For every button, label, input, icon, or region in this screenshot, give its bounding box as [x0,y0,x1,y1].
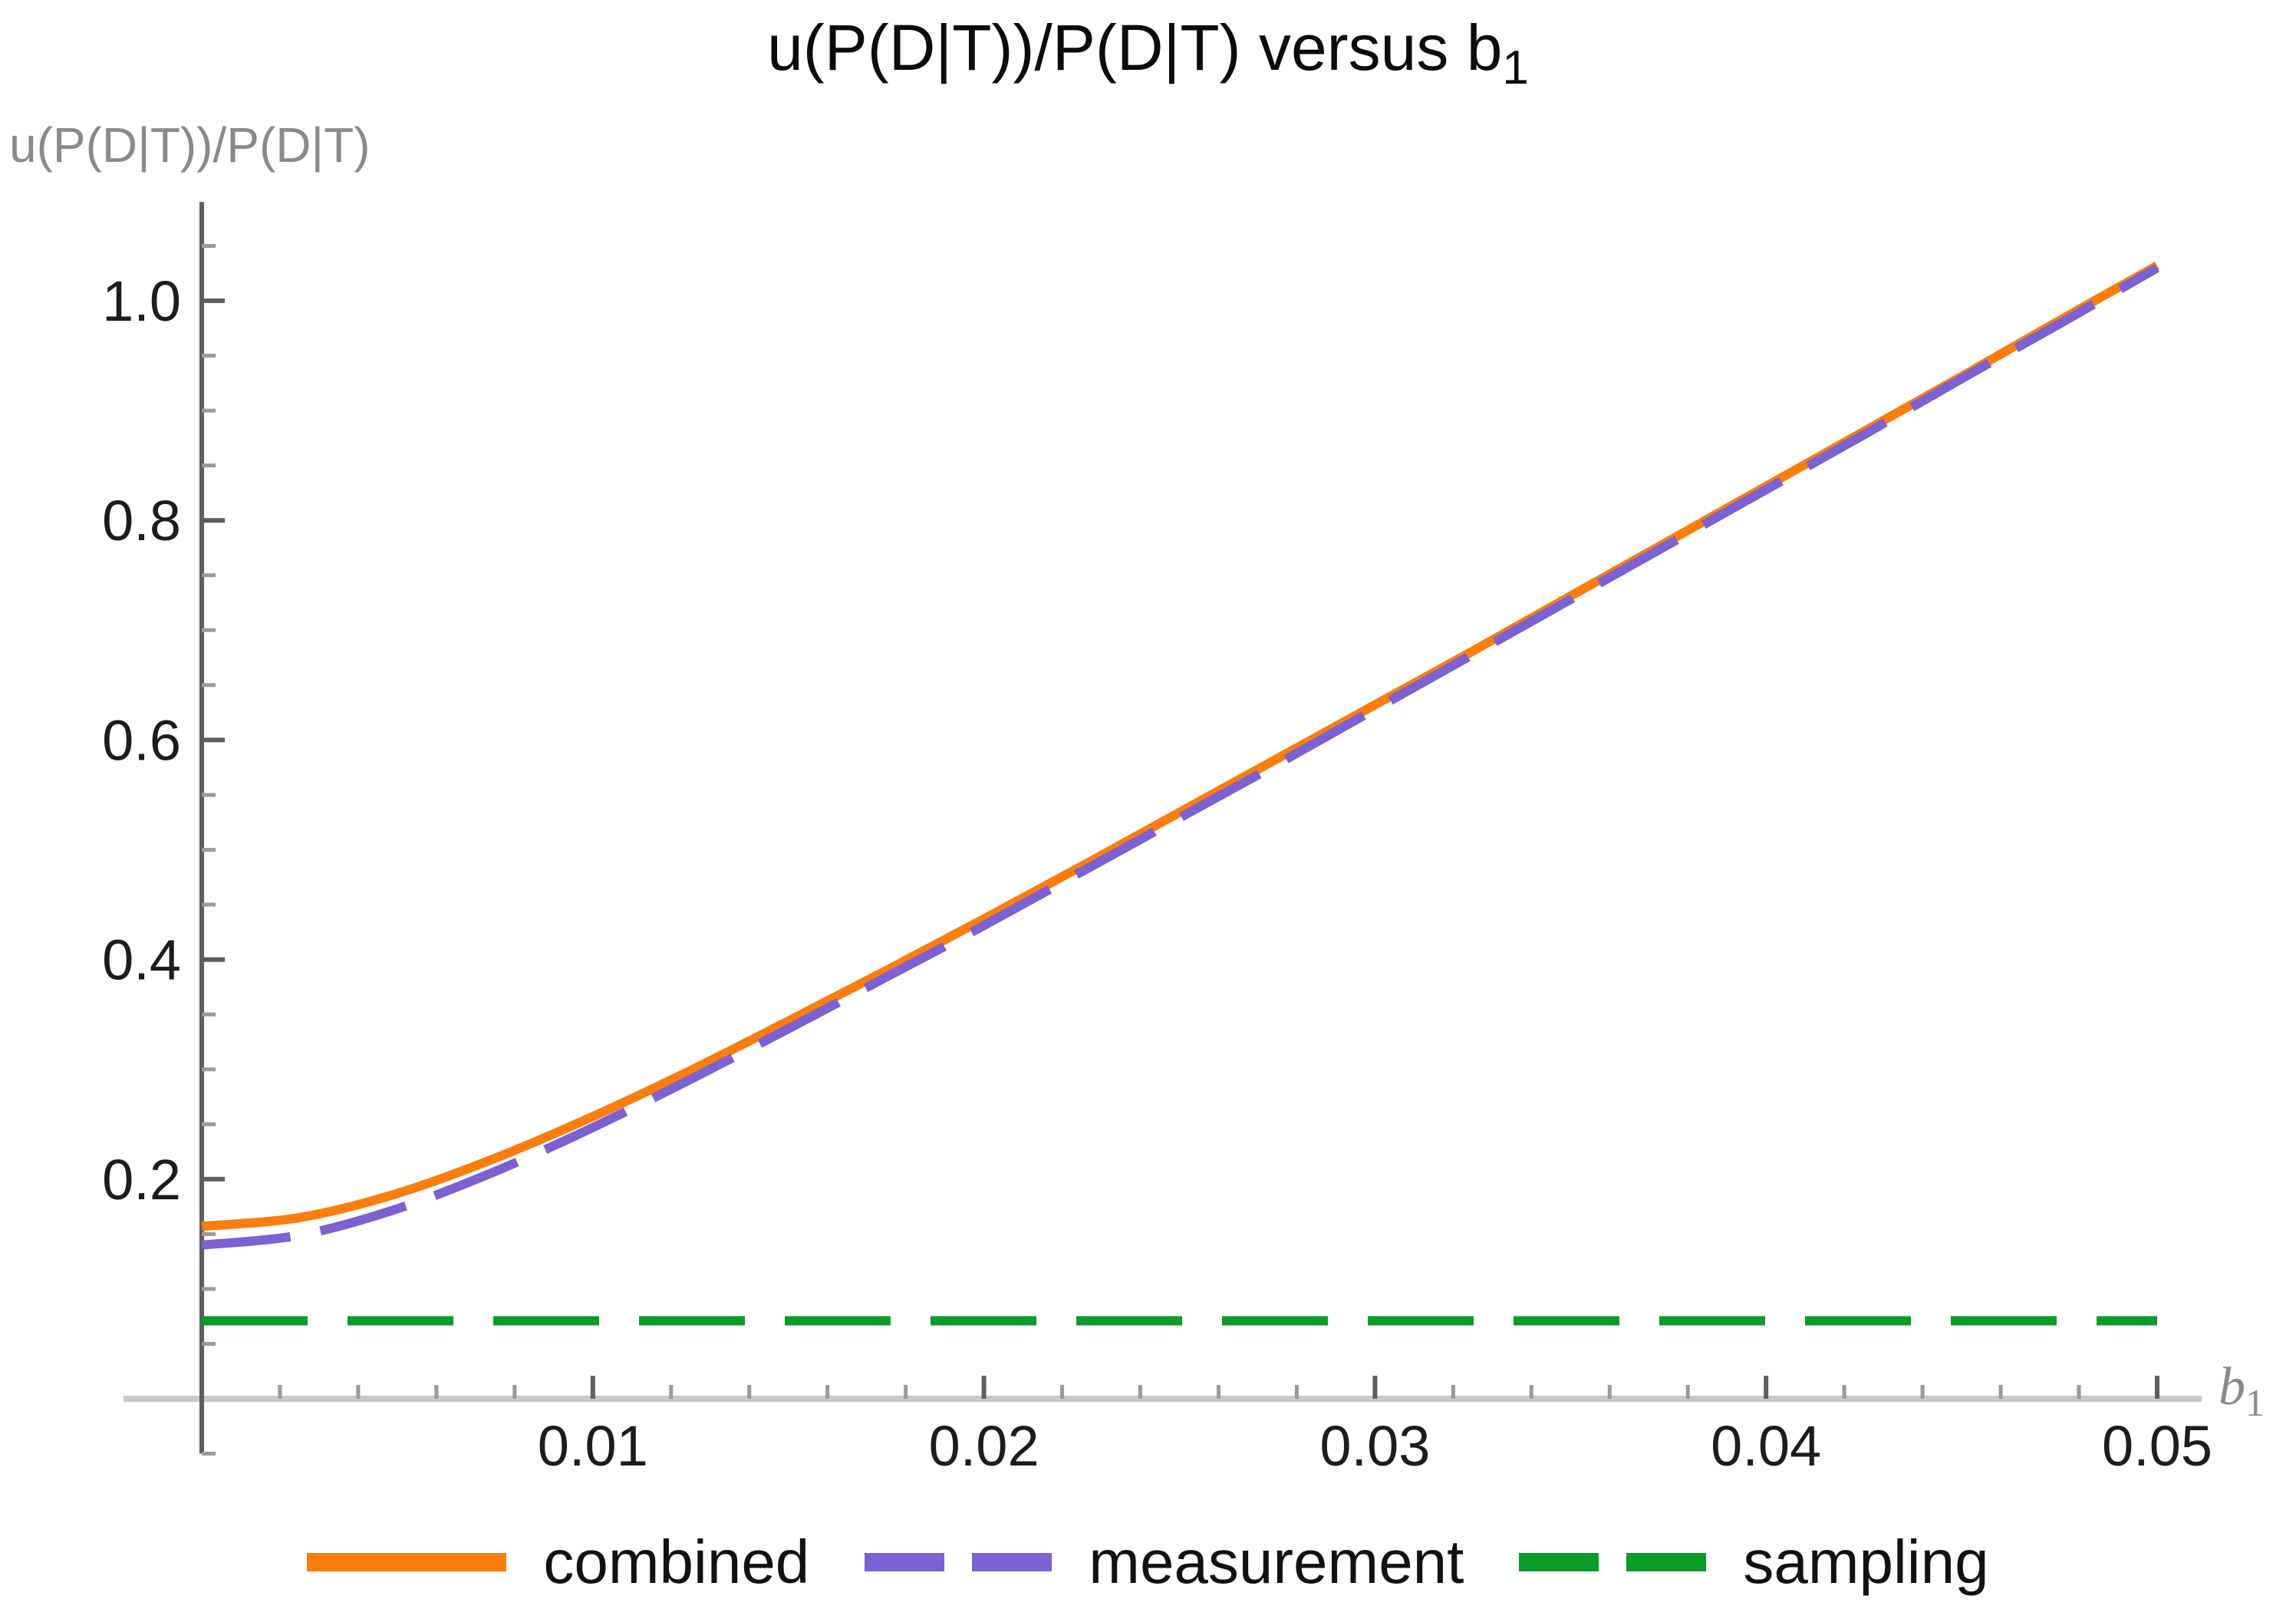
x-axis-label-subscript: 1 [2245,1381,2265,1424]
chart-title-main: u(P(D|T))/P(D|T) versus b [767,12,1503,84]
y-tick-label: 1.0 [102,269,181,333]
y-tick-label: 0.2 [102,1148,181,1212]
legend-line-measurement [865,1553,945,1571]
curve-combined [201,261,2159,1231]
series-curves [201,261,2159,1326]
x-tick-label: 0.05 [2102,1414,2212,1478]
y-tick-label: 0.4 [102,928,181,992]
x-tick-label: 0.04 [1711,1414,1821,1478]
x-axis-label-main: b [2219,1357,2245,1416]
chart-title-subscript: 1 [1502,41,1529,94]
x-axis: 0.01 0.02 0.03 0.04 0.05 [124,1376,2212,1478]
chart-title: u(P(D|T))/P(D|T) versus b1 [0,11,2296,95]
curve-measurement [201,263,2159,1250]
x-tick-label: 0.02 [929,1414,1039,1478]
x-tick-label: 0.03 [1319,1414,1430,1478]
x-axis-label: b1 [2219,1357,2265,1425]
legend-line-measurement [972,1553,1052,1571]
legend: combined measurement sampling [0,1527,2296,1597]
y-tick-label: 0.8 [102,489,181,552]
legend-swatch-combined [307,1553,507,1571]
y-axis-label: u(P(D|T))/P(D|T) [9,117,371,173]
legend-item-sampling: sampling [1519,1527,1989,1597]
legend-item-measurement: measurement [865,1527,1464,1597]
legend-item-combined: combined [307,1527,809,1597]
legend-swatch-measurement [865,1553,1052,1571]
y-axis: 0.2 0.4 0.6 0.8 1.0 [102,202,225,1456]
legend-line-sampling [1626,1553,1707,1571]
legend-swatch-sampling [1519,1553,1707,1571]
legend-label-sampling: sampling [1743,1528,1989,1596]
y-tick-label: 0.6 [102,708,181,772]
legend-line-sampling [1519,1553,1599,1571]
legend-line-combined [307,1553,507,1571]
x-tick-label: 0.01 [538,1414,648,1478]
legend-label-measurement: measurement [1089,1528,1464,1596]
legend-label-combined: combined [543,1528,810,1596]
